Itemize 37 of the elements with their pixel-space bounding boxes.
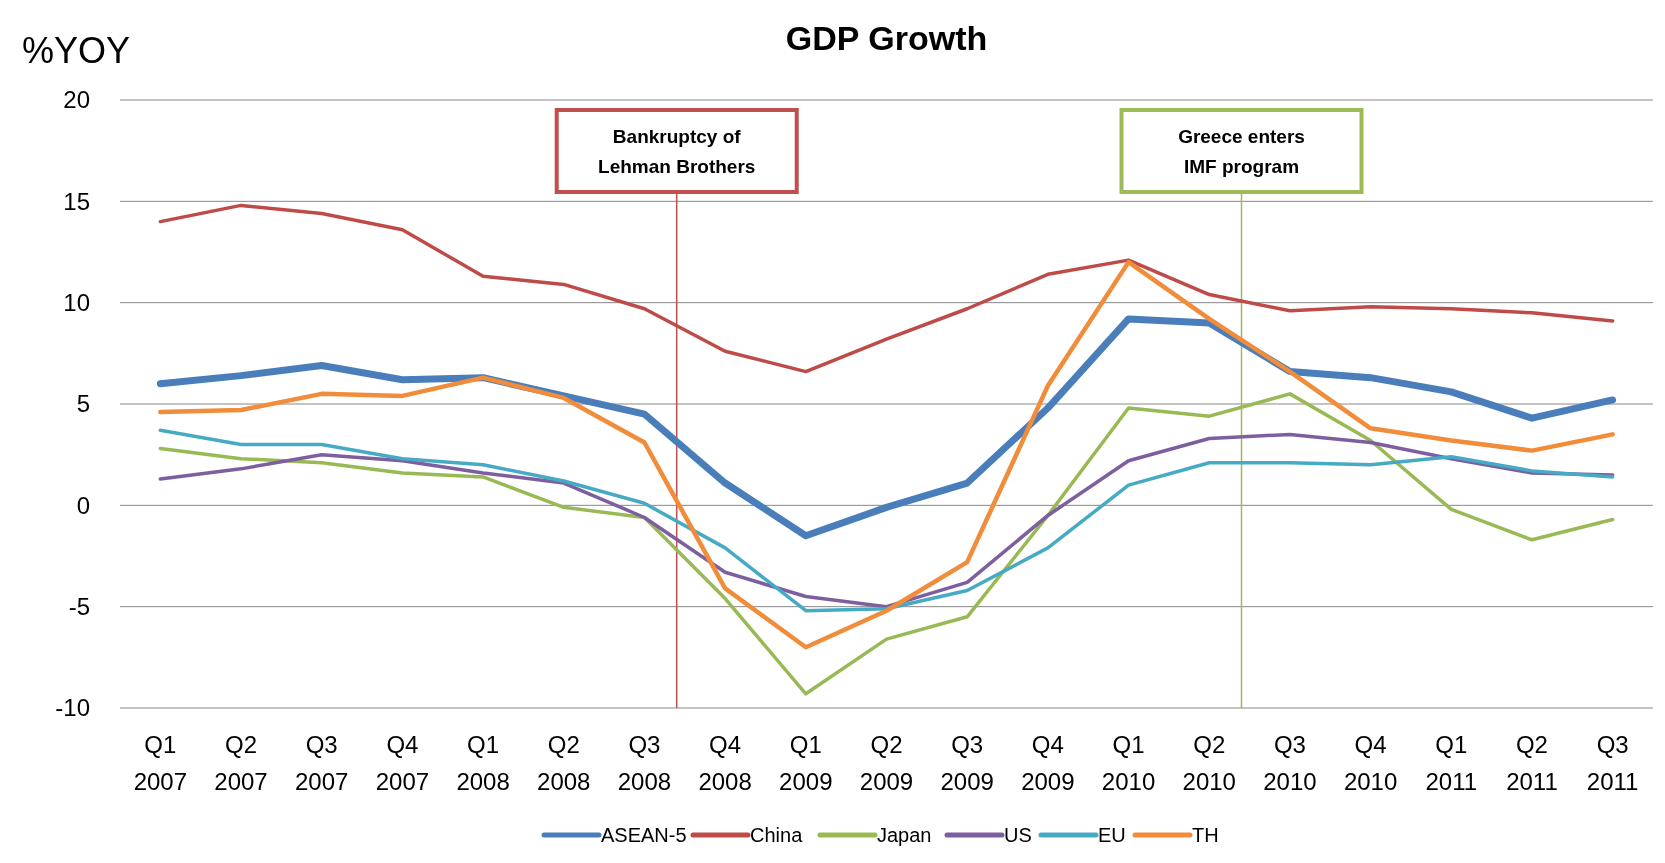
ref-line-label: Bankruptcy of Lehman Brothers <box>598 126 756 177</box>
y-tick-label: 5 <box>76 390 90 418</box>
x-tick-label: Q1 2011 <box>1425 731 1478 795</box>
legend-label: Japan <box>877 824 932 846</box>
y-tick-label: 15 <box>63 187 90 215</box>
x-tick-label: Q2 2008 <box>537 731 591 795</box>
x-tick-label: Q4 2008 <box>698 731 752 795</box>
legend-label: US <box>1004 824 1032 846</box>
x-tick-label: Q3 2011 <box>1586 731 1639 795</box>
line-series <box>158 259 1615 650</box>
y-axis-title: %YOY <box>22 30 131 71</box>
x-tick-label: Q2 2007 <box>214 731 268 795</box>
x-tick-label: Q4 2007 <box>375 731 430 795</box>
legend-label: EU <box>1098 824 1126 846</box>
y-tick-label: 0 <box>76 491 90 519</box>
ref-line-label: Greece enters IMF program <box>1178 126 1305 177</box>
y-tick-label: -5 <box>68 593 90 621</box>
legend-label: China <box>750 824 804 846</box>
chart-title: GDP Growth <box>785 19 988 57</box>
x-tick-label: Q1 2007 <box>133 731 188 795</box>
x-tick-label: Q3 2007 <box>295 731 349 795</box>
x-tick-label: Q2 2009 <box>859 731 914 795</box>
x-tick-label: Q2 2011 <box>1506 731 1558 795</box>
y-tick-label: 20 <box>63 86 90 114</box>
x-tick-label: Q4 2009 <box>1021 731 1075 795</box>
x-tick-label: Q3 2010 <box>1263 731 1317 795</box>
legend-label: TH <box>1192 824 1219 846</box>
x-tick-label: Q4 2010 <box>1343 731 1398 795</box>
x-tick-label: Q3 2009 <box>940 731 994 795</box>
y-tick-label: 10 <box>63 289 90 317</box>
x-tick-label: Q1 2010 <box>1101 731 1156 795</box>
x-tick-label: Q2 2010 <box>1182 731 1236 795</box>
x-tick-label: Q3 2008 <box>617 731 672 795</box>
legend-label: ASEAN-5 <box>601 824 687 846</box>
x-tick-label: Q1 2008 <box>456 731 510 795</box>
x-tick-label: Q1 2009 <box>779 731 833 795</box>
y-tick-label: -10 <box>55 694 90 722</box>
